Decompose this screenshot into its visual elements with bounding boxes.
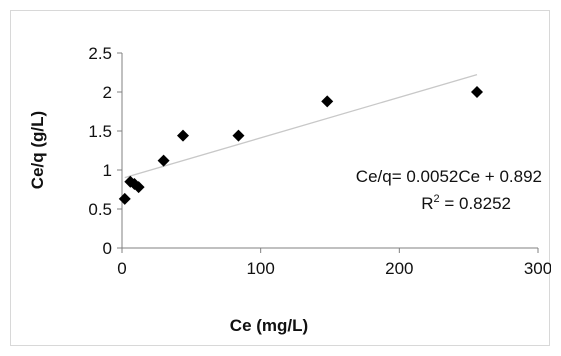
trendline-group — [124, 73, 478, 179]
tick-labels: 0 0.5 1 1.5 2 2.5 0 100 200 300 — [88, 44, 552, 278]
y-tick-label: 2.5 — [88, 44, 112, 63]
y-tick-label: 0.5 — [88, 200, 112, 219]
x-axis-title: Ce (mg/L) — [230, 316, 308, 335]
r-squared-sup: 2 — [434, 193, 440, 205]
y-tick-label: 2 — [103, 83, 112, 102]
data-point — [132, 181, 145, 194]
scatter-chart: 0 0.5 1 1.5 2 2.5 0 100 200 300 Ce (mg/L) Ce/q (g… — [28, 44, 552, 335]
y-tick-label: 0 — [103, 239, 112, 258]
data-points — [118, 86, 483, 205]
chart-frame: 0 0.5 1 1.5 2 2.5 0 100 200 300 Ce (mg/L) Ce/q (g… — [10, 10, 552, 346]
data-point — [321, 95, 334, 108]
data-point — [232, 129, 245, 142]
y-axis-title: Ce/q (g/L) — [28, 111, 47, 189]
y-tick-label: 1.5 — [88, 122, 112, 141]
x-tick-label: 100 — [246, 259, 274, 278]
axes — [117, 52, 539, 253]
data-point — [124, 175, 137, 188]
r-squared-value: = 0.8252 — [440, 194, 511, 213]
x-tick-label: 200 — [385, 259, 413, 278]
x-tick-label: 0 — [117, 259, 126, 278]
data-point — [470, 86, 483, 98]
y-tick-label: 1 — [103, 161, 112, 180]
trendline-equation: Ce/q= 0.0052Ce + 0.892 — [356, 167, 542, 186]
trendline — [124, 73, 478, 179]
r-squared-prefix: R — [421, 194, 433, 213]
data-point — [118, 192, 131, 205]
r-squared-label: R2 = 0.8252 — [421, 193, 511, 213]
data-point — [157, 154, 170, 167]
data-point — [177, 129, 190, 142]
x-tick-label: 300 — [524, 259, 551, 278]
